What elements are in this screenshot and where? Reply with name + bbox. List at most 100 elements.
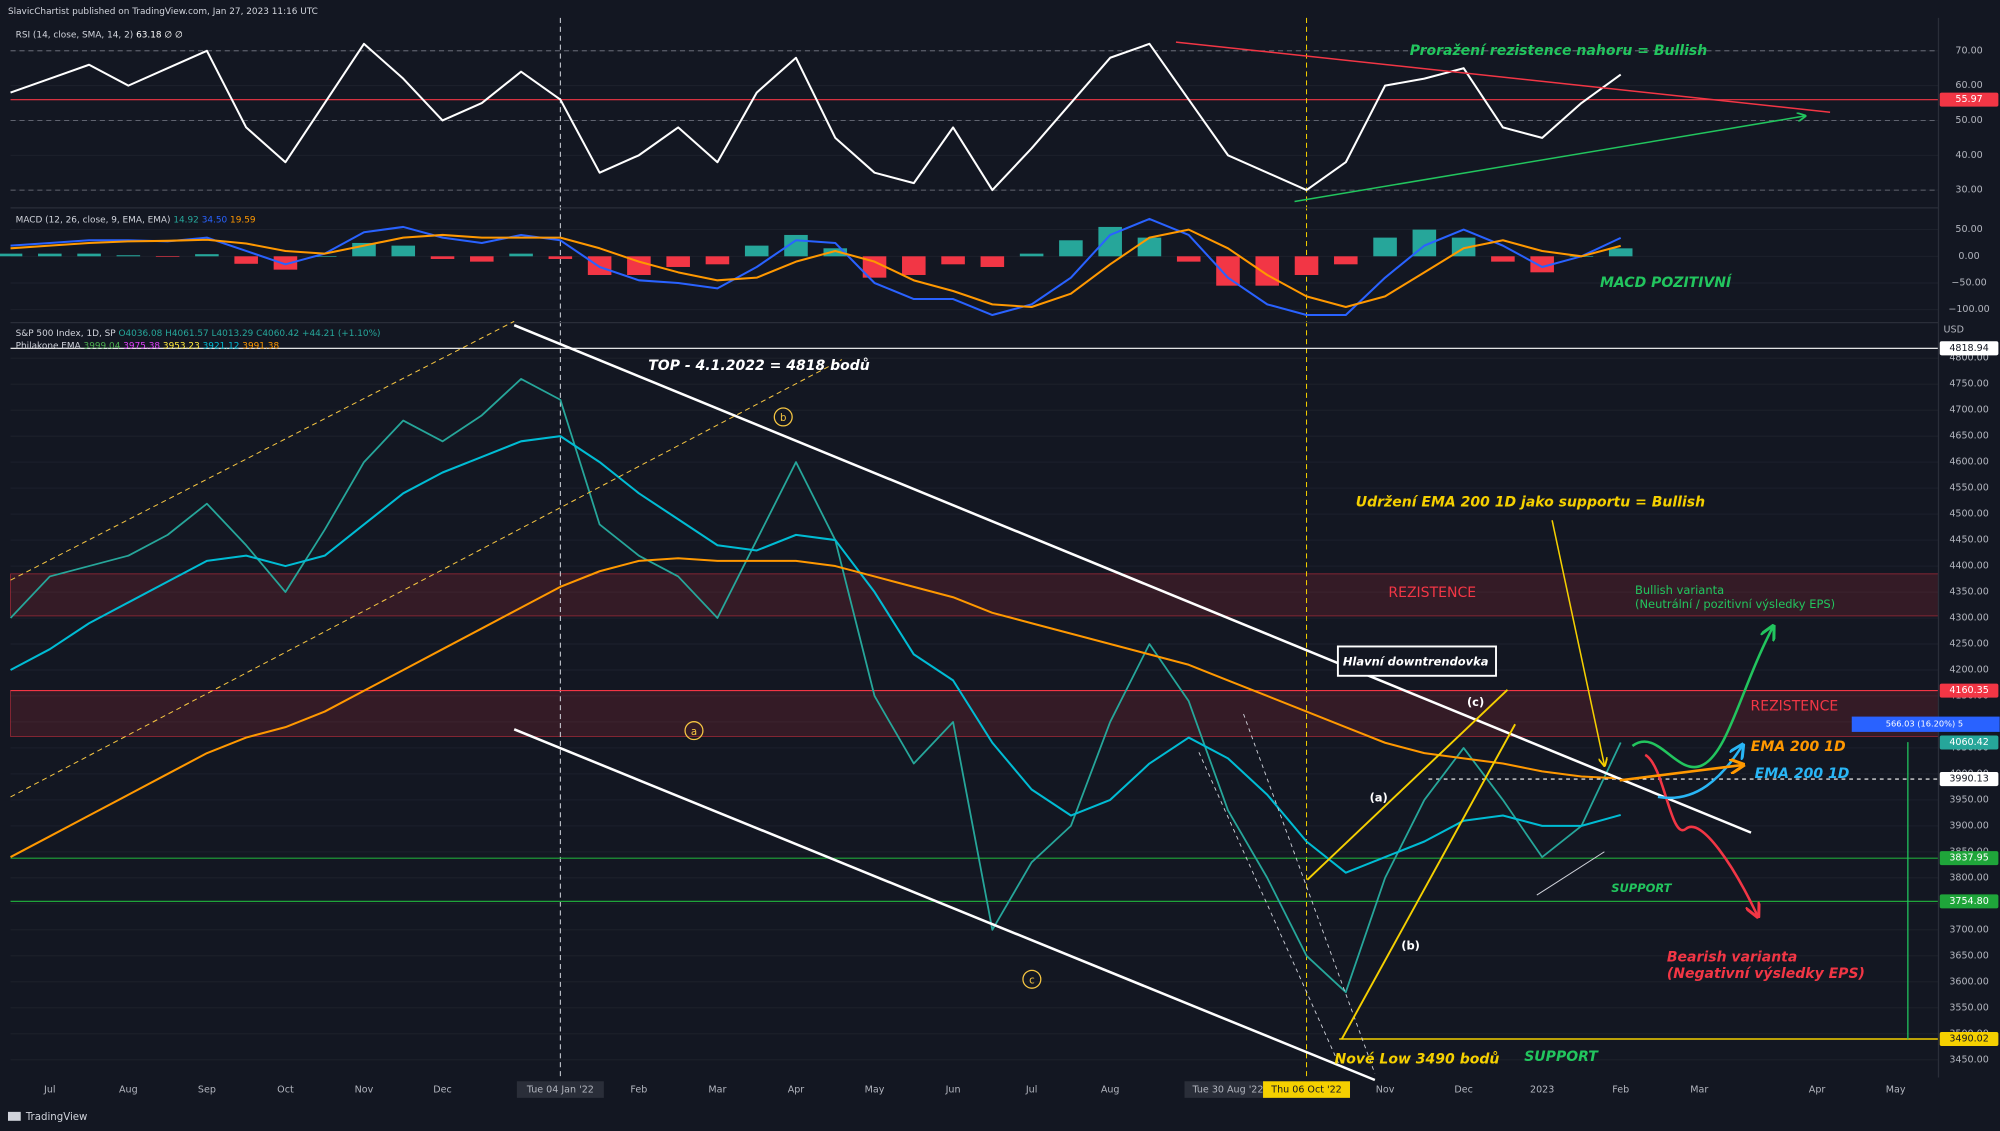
histogram-bar <box>1530 256 1554 273</box>
price-tag-label: 4818.94 <box>1949 343 1988 354</box>
y-tick-label: 60.00 <box>1955 80 1982 91</box>
drawings: SlavicChartist published on TradingView.… <box>7 7 2000 1123</box>
legend-value: 3975.38 <box>123 341 160 351</box>
resistance-zone <box>10 573 1939 617</box>
publisher: SlavicChartist published on TradingView.… <box>8 7 318 17</box>
histogram-bar <box>744 245 769 257</box>
histogram-bar <box>155 256 180 257</box>
x-tick-label: 2023 <box>1530 1085 1554 1096</box>
legend-value: 3921.12 <box>203 341 240 351</box>
price-tag-label: 3990.13 <box>1949 774 1988 785</box>
price-tag-label: 4060.42 <box>1949 737 1988 748</box>
histogram-bar <box>234 256 258 264</box>
histogram-bar <box>1176 256 1201 262</box>
series-line <box>10 42 1622 192</box>
x-tick-label: Jul <box>43 1085 56 1096</box>
annotation: EMA 200 1D <box>1755 766 1850 782</box>
price-tag <box>1939 894 1999 909</box>
y-tick-label: 3800.00 <box>1949 872 1988 883</box>
histogram-bar <box>1255 256 1280 286</box>
macd-legend: MACD (12, 26, close, 9, EMA, EMA) 14.92 … <box>16 215 256 225</box>
x-badge <box>516 1081 604 1098</box>
histogram-bar <box>980 256 1005 267</box>
histogram-bar <box>312 256 337 257</box>
histogram-bar <box>0 253 23 257</box>
rsi-support <box>1294 116 1805 203</box>
pointer-arrow <box>1551 520 1604 765</box>
wedge-line <box>1306 689 1509 881</box>
wedge-line <box>1340 723 1516 1040</box>
y-tick-label: 4400.00 <box>1949 561 1988 572</box>
annotation: Udržení EMA 200 1D jako supportu = Bulli… <box>1356 494 1705 510</box>
brand: TradingView <box>25 1112 88 1123</box>
x-tick-label: Jun <box>945 1085 961 1096</box>
annotation: (b) <box>1401 939 1420 953</box>
wave-circle <box>684 721 704 741</box>
bearish-arrow <box>1644 753 1757 916</box>
histogram-bar <box>587 256 612 275</box>
annotation: (a) <box>1370 791 1388 805</box>
x-tick-label: Nov <box>355 1085 374 1096</box>
support-wedge <box>1536 851 1605 896</box>
price-tag <box>1939 735 1999 750</box>
legend-value: 3991.38 <box>242 341 279 351</box>
rsi-resistance <box>1175 41 1831 113</box>
wedge-dashed <box>1243 713 1376 1074</box>
y-tick-label: 4750.00 <box>1949 379 1988 390</box>
y-tick-label: 3450.00 <box>1949 1054 1988 1065</box>
annotation: TOP - 4.1.2022 = 4818 bodů <box>648 357 870 374</box>
legend-text: S&P 500 Index, 1D, SP <box>16 328 117 338</box>
wave-circle <box>773 407 793 427</box>
brand-logo <box>7 1111 21 1121</box>
legend-value: 34.50 <box>202 215 228 225</box>
histogram-bar <box>1491 256 1515 262</box>
histogram-bar <box>1373 237 1397 257</box>
legend-value: 14.92 <box>173 215 199 225</box>
annotation: EMA 200 1D <box>1751 739 1846 755</box>
histogram-bar <box>470 256 494 262</box>
x-tick-label: Jul <box>1025 1085 1038 1096</box>
histogram-bar <box>1098 226 1122 257</box>
histogram-bar <box>77 253 101 257</box>
y-tick-label: 3700.00 <box>1949 924 1988 935</box>
y-tick-label: 30.00 <box>1955 185 1982 196</box>
base-layer: 70.00 60.00 50.00 40.00 30.00 50.00 0.00 −50.00… <box>10 17 1990 1098</box>
wave-label: b <box>780 413 786 424</box>
histogram-bar <box>195 254 219 257</box>
annotation: (Negativní výsledky EPS) <box>1667 966 1865 982</box>
y-tick-label: 3900.00 <box>1949 820 1988 831</box>
x-tick-label: Tue 30 Aug '22 <box>1191 1085 1263 1096</box>
legend-text: RSI (14, close, SMA, 14, 2) <box>16 30 134 40</box>
price-tag <box>1939 772 1999 787</box>
y-tick-label: 4650.00 <box>1949 431 1988 442</box>
y-tick-label: 4300.00 <box>1949 613 1988 624</box>
rsi-legend: RSI (14, close, SMA, 14, 2) 63.18 ∅ ∅ <box>16 30 183 40</box>
wave-circle <box>1022 969 1042 989</box>
x-badge <box>1184 1081 1272 1098</box>
histogram-bar <box>1137 237 1162 257</box>
x-tick-label: May <box>865 1085 885 1096</box>
annotation: Nové Low 3490 bodů <box>1335 1051 1500 1068</box>
y-tick-label: 3650.00 <box>1949 950 1988 961</box>
legend-value: 63.18 <box>136 30 162 40</box>
annotation: Proražení rezistence nahoru = Bullish <box>1410 43 1708 59</box>
legend-text: MACD (12, 26, close, 9, EMA, EMA) <box>16 215 171 225</box>
histogram-bar <box>430 256 455 259</box>
histogram-bar <box>862 256 887 278</box>
histogram-bar <box>38 253 62 257</box>
y-tick-label: 3550.00 <box>1949 1002 1988 1013</box>
y-tick-label: 4600.00 <box>1949 457 1988 468</box>
x-tick-label: Dec <box>1454 1085 1472 1096</box>
legend-value: 3999.04 <box>84 341 121 351</box>
series-line <box>10 557 1621 858</box>
y-tick-label: 4450.00 <box>1949 535 1988 546</box>
annotation: SUPPORT <box>1611 881 1672 895</box>
series-line <box>10 228 1621 309</box>
x-tick-label: Sep <box>198 1085 216 1096</box>
y-tick-label: 3600.00 <box>1949 976 1988 987</box>
x-tick-label: Dec <box>433 1085 451 1096</box>
x-tick-label: Oct <box>277 1085 294 1096</box>
annotation: MACD POZITIVNÍ <box>1600 273 1733 291</box>
